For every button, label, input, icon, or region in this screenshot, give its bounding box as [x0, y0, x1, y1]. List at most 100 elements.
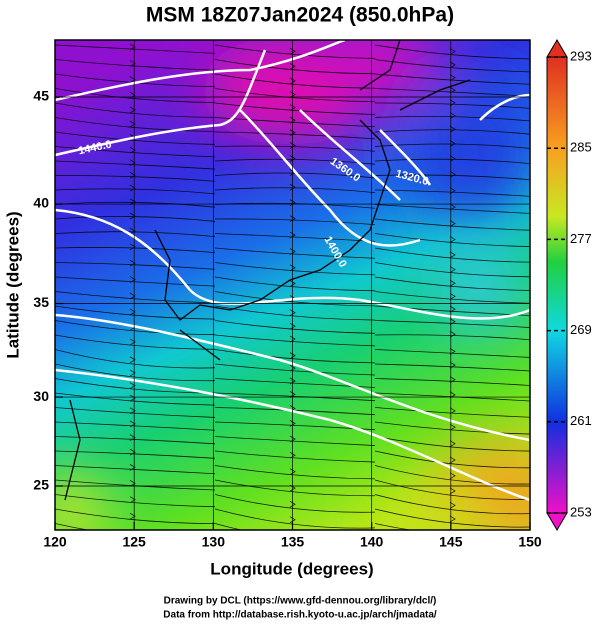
stream-arrow [129, 292, 136, 300]
streamline [374, 363, 530, 372]
streamline [214, 479, 376, 497]
stream-arrow [129, 212, 136, 220]
streamline [374, 450, 530, 469]
y-tick-label: 30 [33, 388, 49, 404]
stream-arrow [289, 435, 296, 443]
stream-arrow [129, 394, 136, 402]
stream-arrow [129, 479, 136, 487]
colorbar-tick-label: 293 [570, 48, 592, 63]
stream-arrow [129, 434, 136, 441]
stream-arrow [129, 369, 136, 377]
y-tick-label: 35 [33, 294, 49, 310]
stream-arrow [129, 159, 136, 167]
stream-arrow [449, 187, 456, 194]
x-tick-label: 140 [360, 534, 384, 550]
streamline [374, 320, 530, 328]
streamline [55, 508, 216, 524]
streamline [55, 363, 216, 382]
stream-arrow [449, 140, 456, 147]
streamline [214, 436, 376, 446]
stream-arrow [289, 364, 296, 372]
stream-arrow [449, 440, 456, 448]
streamline [55, 494, 216, 508]
stream-arrow [289, 91, 296, 98]
stream-arrow [289, 63, 296, 70]
streamline [55, 450, 216, 459]
stream-arrow [449, 407, 456, 415]
stream-arrow [289, 391, 296, 398]
stream-arrow [449, 266, 456, 273]
stream-arrow [449, 423, 456, 431]
streamline [374, 334, 530, 341]
stream-arrow [129, 512, 136, 520]
stream-arrow [449, 86, 456, 94]
stream-arrow [129, 243, 136, 251]
colorbar-tick-label: 285 [570, 140, 592, 155]
stream-arrow [289, 500, 296, 508]
streamline [55, 44, 216, 54]
streamline [55, 436, 216, 445]
streamline [374, 378, 530, 386]
streamline [374, 158, 530, 165]
streamline [374, 88, 530, 97]
streamline [214, 276, 376, 292]
credit-line: Drawing by DCL (https://www.gfd-dennou.o… [164, 596, 437, 607]
stream-arrow [289, 420, 296, 427]
colorbar-tick-label: 261 [570, 413, 592, 428]
stream-arrow [129, 259, 136, 267]
stream-arrow [289, 468, 296, 476]
stream-arrow [129, 227, 136, 235]
streamline [55, 131, 216, 145]
stream-arrow [289, 116, 296, 124]
stream-arrow [449, 293, 456, 300]
colorbar-tick-label: 253 [570, 504, 592, 519]
map-field [55, 40, 530, 530]
streamline [374, 59, 530, 73]
stream-arrow [129, 146, 136, 154]
streamline [55, 247, 216, 254]
stream-arrow [289, 77, 296, 85]
x-tick-label: 130 [202, 534, 226, 550]
stream-arrow [289, 264, 296, 272]
streamline [55, 523, 90, 530]
stream-arrow [289, 199, 296, 206]
stream-arrow [129, 60, 136, 67]
streamline [374, 465, 530, 485]
colorbar-tick-label: 277 [570, 231, 592, 246]
streamline [214, 450, 376, 463]
streamline [374, 421, 530, 435]
streamline [55, 378, 216, 394]
streamline [214, 363, 376, 376]
stream-arrow [289, 451, 296, 459]
streamline [214, 73, 376, 89]
stream-arrow [289, 155, 296, 162]
stream-arrow [129, 308, 136, 316]
stream-arrow [289, 335, 296, 343]
streamline [374, 73, 530, 85]
streamline [374, 407, 530, 418]
streamline [374, 189, 530, 197]
stream-arrow [289, 248, 296, 255]
stream-arrow [449, 330, 456, 338]
streamline [374, 247, 530, 263]
stream-arrow [449, 348, 456, 355]
stream-arrow [449, 515, 456, 523]
stream-arrow [289, 183, 296, 191]
stream-arrow [129, 106, 136, 114]
stream-arrow [449, 48, 456, 55]
streamline [55, 175, 216, 182]
streamline [374, 479, 530, 500]
streamline [55, 320, 216, 336]
stream-arrow [289, 377, 296, 385]
streamline [55, 188, 216, 195]
stream-arrow [289, 280, 296, 287]
streamline [55, 160, 216, 170]
stream-arrow [449, 99, 456, 107]
streamline [214, 59, 376, 75]
streamline [55, 407, 216, 418]
streamline [214, 145, 376, 152]
x-tick-label: 145 [439, 534, 463, 550]
stream-arrow [449, 501, 456, 509]
y-tick-label: 40 [33, 195, 49, 211]
